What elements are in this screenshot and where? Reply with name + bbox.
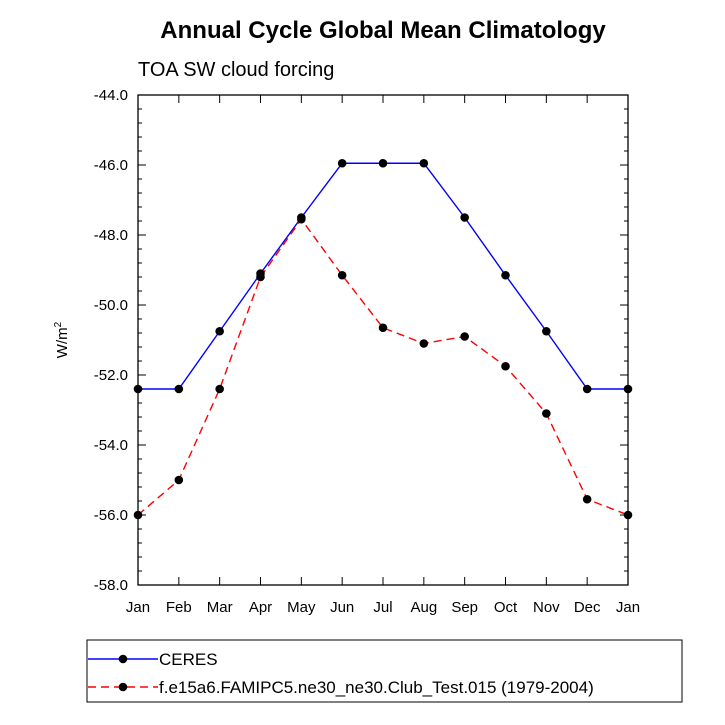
y-tick-label: -48.0	[94, 227, 128, 244]
series-2-point	[501, 361, 510, 371]
x-tick-label: Aug	[410, 599, 437, 616]
series-1-point	[133, 384, 143, 394]
series-line-1	[138, 162, 628, 390]
chart-subtitle: TOA SW cloud forcing	[138, 59, 334, 81]
series-2-point	[623, 510, 633, 520]
plot-frame	[137, 94, 629, 586]
y-tick-label: -58.0	[94, 577, 128, 594]
series-2-point	[215, 384, 224, 394]
series-2-point	[297, 214, 306, 224]
chart-title: Annual Cycle Global Mean Climatology	[160, 17, 606, 44]
plot-layer: -44.0 -46.0 -48.0 -50.0 -52.0 -54.0 -56.0 -58.0…	[94, 87, 640, 616]
series-2-point	[542, 409, 551, 418]
series-2-point	[256, 272, 265, 282]
series-2-point	[378, 323, 388, 333]
legend-marker-1	[118, 654, 128, 664]
y-tick-label: -52.0	[94, 367, 128, 384]
x-tick-label: Dec	[574, 599, 601, 616]
x-tick-label: Nov	[533, 599, 560, 616]
y-tick-label: -54.0	[94, 437, 128, 454]
x-tick-label: Mar	[207, 599, 233, 616]
series-1-point	[378, 158, 388, 168]
series-1-point	[337, 158, 347, 168]
series-2-point	[460, 332, 469, 341]
series-1-point	[501, 270, 510, 280]
x-tick-label: Apr	[249, 599, 272, 616]
series-1-point	[419, 158, 429, 168]
series-2-point	[174, 475, 184, 485]
series-1-point	[215, 326, 224, 336]
legend-label-2: f.e15a6.FAMIPC5.ne30_ne30.Club_Test.015 …	[159, 678, 594, 697]
series-2-point	[419, 339, 429, 348]
y-tick-label: -56.0	[94, 507, 128, 524]
legend-label-1: CERES	[159, 650, 218, 669]
legend-box	[86, 639, 683, 703]
series-2-point	[337, 270, 347, 280]
legend-marker-2	[118, 682, 128, 692]
x-tick-label: Jul	[373, 599, 392, 616]
series-1-point	[542, 326, 551, 336]
series-1-point	[174, 384, 184, 394]
y-axis-label: W/m2	[53, 321, 71, 358]
y-tick-label: -50.0	[94, 297, 128, 314]
x-tick-label: May	[287, 599, 316, 616]
series-line-2	[137, 218, 629, 516]
x-tick-label: Oct	[494, 599, 518, 616]
x-tick-label: Feb	[166, 599, 192, 616]
x-tick-label: Jan	[126, 599, 150, 616]
y-tick-label: -46.0	[94, 157, 128, 174]
y-axis-label-superscript: 2	[53, 321, 64, 327]
series-1-point	[460, 213, 469, 222]
x-tick-label: Sep	[451, 599, 478, 616]
y-tick-label: -44.0	[94, 87, 128, 104]
series-2-point	[582, 494, 592, 504]
x-tick-label: Jan	[616, 599, 640, 616]
series-1-point	[623, 384, 633, 394]
legend: CERES f.e15a6.FAMIPC5.ne30_ne30.Club_Test…	[86, 639, 683, 703]
series-2-point	[133, 510, 143, 520]
y-axis-label-text: W/m	[54, 327, 71, 358]
x-tick-label: Jun	[330, 599, 354, 616]
series-1-point	[582, 384, 592, 394]
